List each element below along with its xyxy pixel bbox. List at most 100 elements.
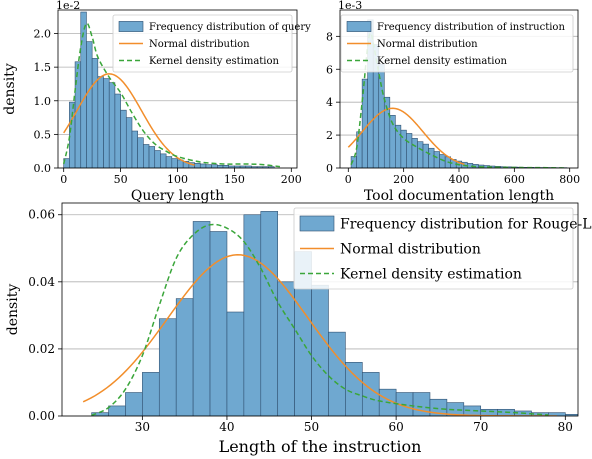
y-tick-label: 1.0 — [34, 95, 52, 108]
histogram-bar — [311, 284, 329, 416]
histogram-bar — [194, 162, 201, 168]
histogram-bar — [125, 117, 133, 168]
histogram-bar — [226, 311, 245, 416]
plot-frame — [61, 202, 579, 417]
x-axis-label: Query length — [131, 188, 224, 204]
x-tick-label: 80 — [558, 420, 573, 434]
x-tick-label: 400 — [449, 173, 470, 186]
histogram-bar — [378, 64, 385, 168]
histogram-bar — [158, 318, 177, 416]
histogram-bar — [154, 150, 161, 168]
histogram-bar — [91, 58, 99, 168]
histogram-bar — [411, 138, 418, 168]
histogram-bar — [143, 144, 150, 168]
histogram-bar — [260, 211, 279, 416]
chart-query: 0 50 100 150 200 0.0 0.5 1.0 1.5 2.0 1e-2 Query len… — [2, 0, 311, 204]
x-tick-label: 40 — [219, 420, 234, 434]
histogram-bar — [268, 166, 275, 168]
histogram-bar — [125, 392, 143, 416]
histogram-bar — [131, 130, 138, 168]
histogram-bar — [165, 156, 173, 168]
axis-scale-label: 1e-3 — [338, 0, 362, 12]
legend-swatch-histogram — [118, 21, 144, 32]
y-tick-label: 2 — [326, 129, 333, 142]
histogram-bar — [277, 281, 295, 416]
axis-scale-label: 1e-2 — [56, 0, 80, 12]
y-tick-label: 4 — [326, 96, 333, 109]
histogram-bar — [243, 214, 262, 416]
x-tick-label: 50 — [304, 420, 319, 434]
y-tick-label: 0 — [326, 162, 333, 175]
x-tick-label: 0 — [60, 173, 67, 186]
y-tick-label: 8 — [326, 30, 333, 43]
histogram-bar — [137, 137, 144, 168]
histogram-bar — [142, 372, 160, 416]
chart-instruction: 0 200 400 600 800 0 2 4 6 8 1e-3 Tool documentation… — [326, 0, 580, 204]
x-tick-label: 600 — [504, 173, 525, 186]
x-axis-label: Tool documentation length — [364, 188, 554, 204]
legend-label: Normal distribution — [377, 39, 478, 50]
histogram-bar — [171, 158, 178, 168]
legend-label: Kernel density estimation — [377, 56, 508, 67]
legend-label: Frequency distribution for Rouge-L — [340, 216, 592, 232]
legend-label: Kernel density estimation — [340, 266, 522, 282]
histogram-bar — [422, 143, 429, 168]
x-tick-label: 50 — [114, 173, 128, 186]
x-tick-label: 70 — [473, 420, 488, 434]
histogram-bar — [222, 165, 230, 168]
x-tick-label: 0 — [345, 173, 352, 186]
x-tick-label: 100 — [167, 173, 188, 186]
histogram-bar — [395, 124, 402, 168]
x-tick-label: 30 — [135, 420, 150, 434]
y-axis-label: density — [2, 63, 18, 115]
x-tick-label: 200 — [393, 173, 414, 186]
histogram-bar — [199, 163, 207, 168]
legend-label: Frequency distribution of query — [149, 22, 311, 33]
x-tick-label: 60 — [388, 420, 403, 434]
histogram-bar — [74, 61, 82, 168]
chart-rouge: 30 40 50 60 70 80 0.00 0.02 0.04 0.06 Length of th… — [5, 202, 592, 456]
y-tick-label: 0.5 — [34, 128, 52, 141]
histogram-bar — [417, 141, 424, 168]
histogram-bar — [328, 331, 346, 416]
x-tick-label: 200 — [281, 173, 302, 186]
histogram-bar — [148, 146, 156, 168]
legend-label: Normal distribution — [149, 39, 250, 50]
y-tick-label: 2.0 — [34, 28, 52, 41]
legend-label: Normal distribution — [340, 241, 481, 257]
y-tick-label: 1.5 — [34, 61, 52, 74]
legend: Frequency distribution for Rouge-L Normal… — [293, 207, 592, 290]
histogram-bar — [108, 82, 116, 168]
y-tick-label: 0.00 — [28, 409, 55, 423]
normal-curve — [347, 107, 465, 166]
y-tick-label: 0.04 — [28, 275, 55, 289]
histogram-bar — [192, 221, 211, 416]
bars — [91, 211, 578, 416]
histogram-bar — [428, 147, 435, 168]
histogram-bar — [80, 11, 87, 168]
histogram-bar — [103, 78, 110, 168]
legend-swatch-histogram — [346, 21, 372, 32]
x-tick-label: 800 — [559, 173, 580, 186]
histogram-bar — [205, 164, 212, 168]
histogram-bar — [120, 109, 127, 168]
y-axis-label: density — [5, 284, 21, 336]
legend: Frequency distribution of query Normal di… — [112, 14, 311, 73]
y-tick-label: 6 — [326, 63, 333, 76]
histogram-bar — [211, 164, 218, 168]
legend-label: Frequency distribution of instruction — [377, 22, 565, 33]
x-axis-label: Length of the instruction — [219, 437, 422, 456]
histogram-bar — [565, 414, 578, 416]
histogram-bar — [361, 372, 380, 416]
histogram-bar — [108, 405, 126, 416]
legend: Frequency distribution of instruction Nor… — [340, 14, 574, 73]
histogram-bar — [97, 76, 104, 168]
histogram-bar — [433, 151, 440, 168]
y-tick-label: 0.06 — [28, 208, 55, 222]
histogram-bar — [406, 133, 413, 168]
histogram-bar — [345, 362, 363, 416]
histogram-bar — [175, 298, 194, 416]
normal-curve — [63, 73, 195, 166]
histogram-bar — [86, 41, 93, 168]
histogram-bar — [217, 165, 224, 168]
